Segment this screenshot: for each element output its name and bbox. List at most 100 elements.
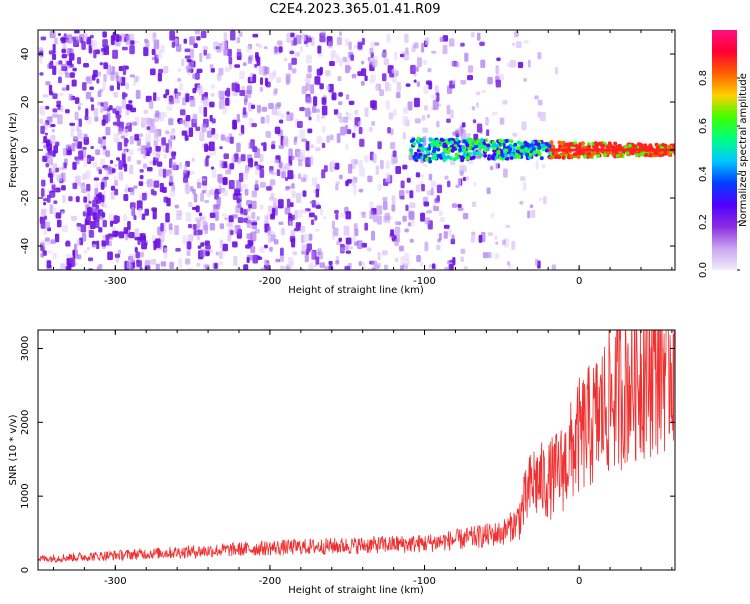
spectrogram-cell bbox=[363, 155, 369, 163]
spectrogram-cell bbox=[344, 265, 351, 270]
spectrogram-cell bbox=[151, 56, 156, 61]
spectrogram-cell bbox=[296, 120, 303, 129]
spectrogram-cell bbox=[415, 184, 421, 193]
spectrogram-cell bbox=[292, 251, 298, 256]
spectrogram-cell bbox=[86, 76, 93, 84]
spectrogram-cell bbox=[125, 65, 129, 70]
spectrogram-cell bbox=[367, 247, 372, 252]
spectrogram-cell bbox=[328, 83, 334, 93]
spectrogram-cell bbox=[423, 105, 428, 111]
spectrogram-cell bbox=[345, 211, 352, 220]
spectrogram-cell bbox=[186, 65, 192, 73]
spectrogram-cell bbox=[285, 266, 290, 270]
spectrogram-cell bbox=[463, 165, 467, 173]
spectrogram-cell bbox=[177, 68, 182, 72]
spectrogram-cell bbox=[103, 101, 109, 112]
spectrogram-cell bbox=[255, 165, 259, 176]
spectrogram-cell bbox=[377, 183, 382, 192]
spectrogram-cell bbox=[423, 201, 430, 207]
spectrogram-cell bbox=[359, 138, 365, 147]
spectrogram-cell bbox=[223, 32, 228, 41]
spectrogram-cell bbox=[515, 41, 522, 49]
spectrogram-cell bbox=[115, 114, 122, 119]
spectrogram-cell bbox=[420, 212, 426, 222]
spectrogram-cell bbox=[118, 231, 125, 239]
spectrogram-cell bbox=[40, 252, 45, 258]
spectrogram-cell bbox=[189, 36, 196, 45]
spectrogram-cell bbox=[373, 264, 380, 270]
spectrogram-cell bbox=[319, 262, 326, 268]
spectrogram-cell bbox=[185, 93, 190, 103]
spectrogram-cell bbox=[215, 212, 219, 221]
y-tick-label: 3000 bbox=[20, 336, 31, 361]
carrier-cell bbox=[436, 143, 441, 148]
spectrogram-cell bbox=[128, 148, 134, 156]
spectrogram-cell bbox=[457, 177, 462, 188]
spectrogram-cell bbox=[86, 183, 91, 192]
spectrogram-cell bbox=[423, 85, 429, 94]
spectrogram-cell bbox=[319, 208, 324, 216]
spectrogram-cell bbox=[38, 47, 44, 51]
spectrogram-cell bbox=[77, 141, 83, 149]
spectrogram-cell bbox=[46, 116, 53, 123]
spectrogram-cell bbox=[344, 38, 350, 46]
spectrogram-cell bbox=[301, 85, 307, 95]
carrier-cell bbox=[411, 137, 416, 142]
spectrogram-cell bbox=[109, 159, 114, 164]
carrier-cell bbox=[492, 143, 497, 148]
spectrogram-cell bbox=[93, 177, 100, 181]
spectrogram-cell bbox=[394, 239, 400, 246]
spectrogram-cell bbox=[82, 82, 87, 91]
spectrogram-cell bbox=[218, 177, 222, 185]
spectrogram-cell bbox=[268, 168, 274, 174]
spectrogram-cell bbox=[121, 99, 127, 110]
spectrogram-cell bbox=[118, 76, 122, 84]
spectrogram-cell bbox=[146, 269, 151, 270]
spectrogram-cell bbox=[196, 182, 202, 189]
spectrogram-cell bbox=[279, 161, 283, 169]
spectrogram-cell bbox=[502, 100, 508, 105]
carrier-cell bbox=[498, 138, 503, 143]
spectrogram-cell bbox=[404, 228, 409, 233]
spectrogram-cell bbox=[68, 36, 73, 41]
spectrogram-cell bbox=[494, 253, 500, 260]
spectrogram-cell bbox=[53, 200, 58, 204]
carrier-ridge bbox=[548, 148, 675, 152]
spectrogram-cell bbox=[69, 53, 75, 61]
spectrogram-cell bbox=[165, 212, 170, 223]
spectrogram-cell bbox=[345, 143, 349, 150]
spectrogram-cell bbox=[537, 99, 543, 106]
spectrogram-cell bbox=[146, 167, 153, 172]
spectrogram-cell bbox=[140, 235, 147, 243]
spectrogram-cell bbox=[166, 105, 173, 111]
spectrogram-cell bbox=[45, 221, 50, 229]
carrier-cell bbox=[451, 146, 456, 151]
spectrogram-cell bbox=[141, 213, 146, 221]
spectrogram-cell bbox=[100, 158, 105, 166]
spectrogram-cell bbox=[168, 131, 175, 141]
spectrogram-cell bbox=[182, 97, 187, 106]
spectrogram-cell bbox=[196, 68, 203, 73]
spectrogram-cell bbox=[490, 165, 494, 171]
spectrogram-cell bbox=[58, 60, 63, 65]
spectrogram-cell bbox=[117, 127, 123, 135]
spectrogram-cell bbox=[97, 101, 102, 106]
spectrogram-cell bbox=[91, 74, 96, 81]
spectrogram-cell bbox=[410, 219, 415, 227]
spectrogram-cell bbox=[48, 62, 54, 69]
spectrogram-cell bbox=[325, 69, 331, 77]
colorbar-tick-label: 0.0 bbox=[698, 262, 709, 278]
spectrogram-cell bbox=[329, 134, 334, 141]
spectrogram-cell bbox=[187, 71, 192, 76]
spectrogram-cell bbox=[174, 225, 179, 236]
spectrogram-cell bbox=[321, 105, 328, 116]
colorbar-tick-label: 0.4 bbox=[698, 166, 709, 182]
spectrogram-cell bbox=[388, 112, 394, 120]
spectrogram-cell bbox=[232, 241, 238, 248]
spectrogram-cell bbox=[422, 127, 429, 133]
carrier-cell bbox=[462, 153, 467, 158]
spectrogram-cell bbox=[95, 240, 100, 250]
spectrogram-cell bbox=[306, 37, 312, 43]
spectrogram-cell bbox=[58, 76, 62, 84]
x-tick-label: 0 bbox=[576, 276, 582, 287]
